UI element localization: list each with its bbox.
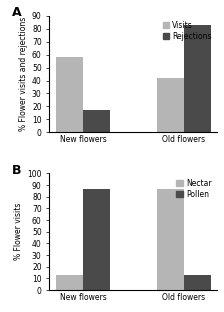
Legend: Visits, Rejections: Visits, Rejections <box>161 19 213 42</box>
Legend: Nectar, Pollen: Nectar, Pollen <box>175 177 213 200</box>
Bar <box>184 25 211 132</box>
Bar <box>83 188 110 290</box>
Bar <box>157 78 184 132</box>
Bar <box>83 110 110 132</box>
Bar <box>157 188 184 290</box>
Bar <box>56 57 83 132</box>
Bar <box>184 275 211 290</box>
Text: A: A <box>12 6 22 19</box>
Y-axis label: % Flower visits and rejections: % Flower visits and rejections <box>19 17 28 131</box>
Text: B: B <box>12 164 22 177</box>
Y-axis label: % Flower visits: % Flower visits <box>14 203 23 261</box>
Bar <box>56 275 83 290</box>
